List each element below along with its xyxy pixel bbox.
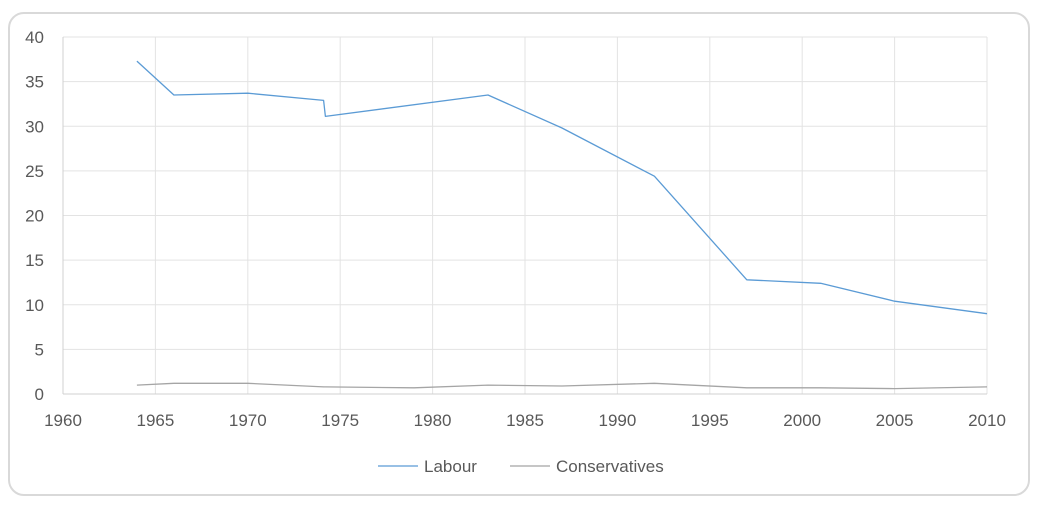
y-tick-label: 30 xyxy=(25,117,44,136)
x-tick-label: 1980 xyxy=(414,411,452,430)
series-line-conservatives xyxy=(136,382,988,390)
legend: Labour Conservatives xyxy=(378,457,664,476)
x-tick-label: 2000 xyxy=(783,411,821,430)
x-tick-label: 1995 xyxy=(691,411,729,430)
series-line-labour xyxy=(136,60,988,315)
y-tick-label: 10 xyxy=(25,296,44,315)
y-tick-label: 40 xyxy=(25,28,44,47)
y-tick-label: 5 xyxy=(35,340,44,359)
x-tick-label: 1960 xyxy=(44,411,82,430)
y-tick-label: 35 xyxy=(25,73,44,92)
legend-label-labour: Labour xyxy=(424,457,477,476)
grid xyxy=(63,36,988,394)
x-tick-label: 1990 xyxy=(598,411,636,430)
x-tick-label: 2010 xyxy=(968,411,1006,430)
series-group xyxy=(136,60,988,390)
axes xyxy=(62,37,987,395)
x-tick-label: 2005 xyxy=(876,411,914,430)
x-tick-label: 1985 xyxy=(506,411,544,430)
y-tick-label: 0 xyxy=(35,385,44,404)
y-tick-label: 25 xyxy=(25,162,44,181)
x-tick-label: 1970 xyxy=(229,411,267,430)
y-axis-ticks: 0 5 10 15 20 25 30 35 40 xyxy=(25,28,44,404)
x-tick-label: 1965 xyxy=(136,411,174,430)
y-tick-label: 15 xyxy=(25,251,44,270)
x-axis-ticks: 1960 1965 1970 1975 1980 1985 1990 1995 2000 2005… xyxy=(44,411,1006,430)
y-tick-label: 20 xyxy=(25,207,44,226)
chart-frame xyxy=(8,12,1030,496)
x-tick-label: 1975 xyxy=(321,411,359,430)
legend-label-conservatives: Conservatives xyxy=(556,457,664,476)
